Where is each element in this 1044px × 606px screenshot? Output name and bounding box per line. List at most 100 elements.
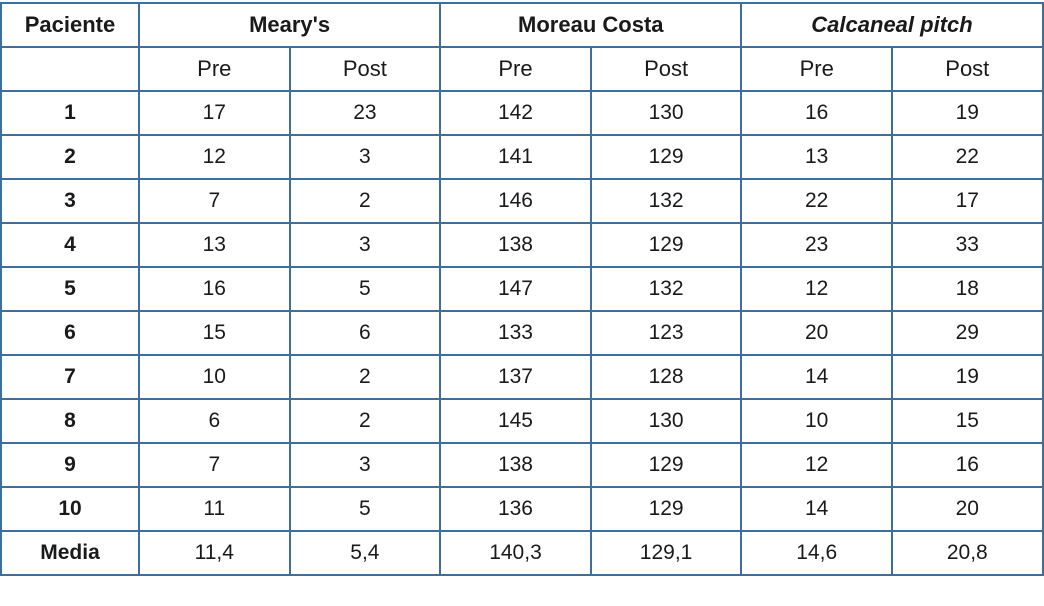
table-cell: 130	[589, 398, 743, 444]
table-cell: 23	[740, 222, 893, 268]
table-cell: 18	[890, 266, 1044, 312]
table-cell: 20	[890, 486, 1044, 532]
table-cell: 23	[288, 90, 442, 136]
table-cell: 14	[740, 486, 893, 532]
subheader-row: Pre Post Pre Post Pre Post	[0, 46, 1044, 92]
table-cell: 5	[288, 486, 442, 532]
table-cell: 145	[439, 398, 592, 444]
table-cell: 129,1	[589, 530, 743, 576]
row-label: 4	[0, 222, 140, 268]
table-cell: 5	[288, 266, 442, 312]
table-cell: 17	[890, 178, 1044, 224]
header-group-moreau-costa: Moreau Costa	[439, 2, 743, 48]
table-cell: 11,4	[138, 530, 291, 576]
table-cell: 132	[589, 266, 743, 312]
table-cell: 16	[138, 266, 291, 312]
table-cell: 132	[589, 178, 743, 224]
table-cell: 3	[288, 222, 442, 268]
table-cell: 138	[439, 442, 592, 488]
table-row: 8 6 2 145 130 10 15	[0, 398, 1044, 444]
table-row: 2 12 3 141 129 13 22	[0, 134, 1044, 180]
table-cell: 6	[138, 398, 291, 444]
table-cell: 136	[439, 486, 592, 532]
subheader-post: Post	[288, 46, 442, 92]
table-cell: 11	[138, 486, 291, 532]
table-cell: 33	[890, 222, 1044, 268]
row-label-media: Media	[0, 530, 140, 576]
row-label: 3	[0, 178, 140, 224]
table-cell: 7	[138, 178, 291, 224]
table-row: 5 16 5 147 132 12 18	[0, 266, 1044, 312]
table-cell: 7	[138, 442, 291, 488]
table-cell: 137	[439, 354, 592, 400]
table-cell: 14	[740, 354, 893, 400]
table-row-media: Media 11,4 5,4 140,3 129,1 14,6 20,8	[0, 530, 1044, 576]
table-cell: 123	[589, 310, 743, 356]
table-row: 7 10 2 137 128 14 19	[0, 354, 1044, 400]
table-row: 6 15 6 133 123 20 29	[0, 310, 1044, 356]
table-cell: 12	[740, 266, 893, 312]
table-cell: 5,4	[288, 530, 442, 576]
table-cell: 16	[890, 442, 1044, 488]
row-label: 8	[0, 398, 140, 444]
table-cell: 147	[439, 266, 592, 312]
table-cell: 130	[589, 90, 743, 136]
table-row: 4 13 3 138 129 23 33	[0, 222, 1044, 268]
table-cell: 129	[589, 442, 743, 488]
table-cell: 140,3	[439, 530, 592, 576]
table-cell: 16	[740, 90, 893, 136]
header-row: Paciente Meary's Moreau Costa Calcaneal …	[0, 2, 1044, 48]
table-cell: 12	[138, 134, 291, 180]
table-cell: 6	[288, 310, 442, 356]
table-cell: 129	[589, 222, 743, 268]
table-cell: 29	[890, 310, 1044, 356]
row-label: 9	[0, 442, 140, 488]
table-cell: 10	[740, 398, 893, 444]
table-cell: 3	[288, 134, 442, 180]
subheader-pre: Pre	[138, 46, 291, 92]
table-cell: 128	[589, 354, 743, 400]
table-cell: 17	[138, 90, 291, 136]
table-cell: 142	[439, 90, 592, 136]
table-cell: 2	[288, 354, 442, 400]
table-cell: 12	[740, 442, 893, 488]
subheader-post: Post	[589, 46, 743, 92]
table-row: 9 7 3 138 129 12 16	[0, 442, 1044, 488]
table-cell: 133	[439, 310, 592, 356]
table-cell: 13	[740, 134, 893, 180]
data-table: Paciente Meary's Moreau Costa Calcaneal …	[0, 2, 1044, 576]
header-group-mearys: Meary's	[137, 2, 442, 48]
subheader-pre: Pre	[439, 46, 592, 92]
row-label: 2	[0, 134, 140, 180]
subheader-empty	[0, 46, 140, 92]
table-cell: 138	[439, 222, 592, 268]
table-cell: 14,6	[740, 530, 893, 576]
table-cell: 129	[589, 134, 743, 180]
table-cell: 19	[890, 90, 1044, 136]
row-label: 7	[0, 354, 140, 400]
table-cell: 3	[288, 442, 442, 488]
table-cell: 22	[740, 178, 893, 224]
table-cell: 15	[138, 310, 291, 356]
subheader-pre: Pre	[740, 46, 893, 92]
table-cell: 13	[138, 222, 291, 268]
table-cell: 146	[439, 178, 592, 224]
row-label: 6	[0, 310, 140, 356]
row-label: 1	[0, 90, 140, 136]
table-cell: 15	[890, 398, 1044, 444]
table-cell: 20,8	[890, 530, 1044, 576]
subheader-post: Post	[890, 46, 1044, 92]
table-cell: 2	[288, 398, 442, 444]
table-cell: 10	[138, 354, 291, 400]
header-paciente: Paciente	[0, 2, 140, 48]
row-label: 10	[0, 486, 140, 532]
table-row: 1 17 23 142 130 16 19	[0, 90, 1044, 136]
table-cell: 141	[439, 134, 592, 180]
table-row: 3 7 2 146 132 22 17	[0, 178, 1044, 224]
table-row: 10 11 5 136 129 14 20	[0, 486, 1044, 532]
header-group-calcaneal-pitch: Calcaneal pitch	[740, 2, 1044, 48]
table-cell: 129	[589, 486, 743, 532]
table-cell: 19	[890, 354, 1044, 400]
row-label: 5	[0, 266, 140, 312]
table-cell: 20	[740, 310, 893, 356]
